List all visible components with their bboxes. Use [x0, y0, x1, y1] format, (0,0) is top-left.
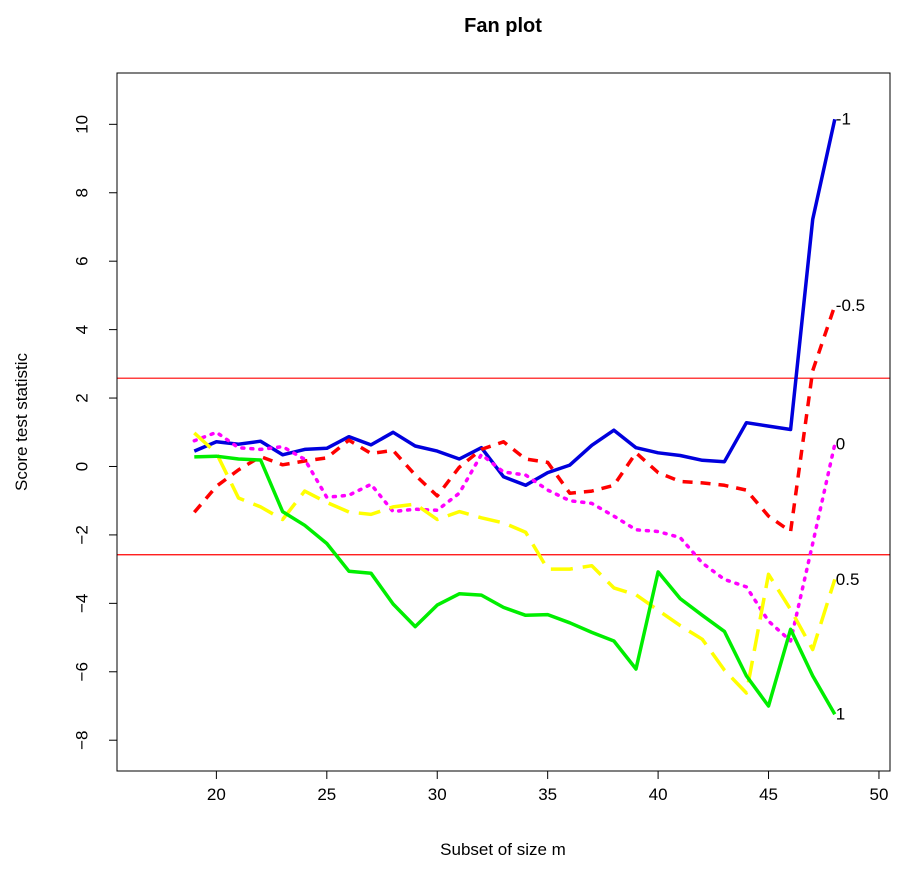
- x-tick-label: 45: [759, 785, 778, 804]
- y-tick-label: 10: [73, 115, 92, 134]
- series-group: [192, 118, 837, 716]
- series-end-label: 0.5: [836, 570, 860, 589]
- x-tick-label: 30: [428, 785, 447, 804]
- y-tick-label: −8: [73, 731, 92, 750]
- y-tick-label: 0: [73, 462, 92, 471]
- series-end-label: 1: [836, 705, 845, 724]
- series-line-3: [193, 431, 837, 695]
- y-tick-label: −6: [73, 662, 92, 681]
- x-tick-label: 25: [317, 785, 336, 804]
- series-end-label: -1: [836, 110, 851, 129]
- y-tick-label: 6: [73, 256, 92, 265]
- series-end-label: 0: [836, 435, 845, 454]
- series-line-4: [194, 454, 837, 716]
- x-axis: 20 25 30 35 40 45 50: [207, 770, 888, 804]
- series-line-2: [192, 430, 837, 643]
- x-tick-label: 50: [869, 785, 888, 804]
- y-tick-label: 4: [73, 325, 92, 334]
- series-end-label: -0.5: [836, 296, 865, 315]
- y-axis: −8 −6 −4 −2 0 2 4 6 8 10: [73, 115, 118, 750]
- reference-lines: [117, 377, 890, 556]
- series-line-0: [193, 118, 837, 488]
- y-tick-label: −4: [73, 594, 92, 613]
- x-tick-label: 20: [207, 785, 226, 804]
- y-axis-label: Score test statistic: [12, 353, 31, 491]
- y-tick-label: −2: [73, 525, 92, 544]
- plot-frame: [116, 72, 891, 772]
- series-end-labels: -1 -0.5 0 0.5 1: [836, 110, 865, 724]
- y-tick-label: 2: [73, 393, 92, 402]
- x-tick-label: 40: [649, 785, 668, 804]
- chart-title: Fan plot: [464, 15, 542, 37]
- x-tick-label: 35: [538, 785, 557, 804]
- series-line-1: [192, 305, 837, 534]
- x-axis-label: Subset of size m: [440, 840, 566, 859]
- y-tick-label: 8: [73, 188, 92, 197]
